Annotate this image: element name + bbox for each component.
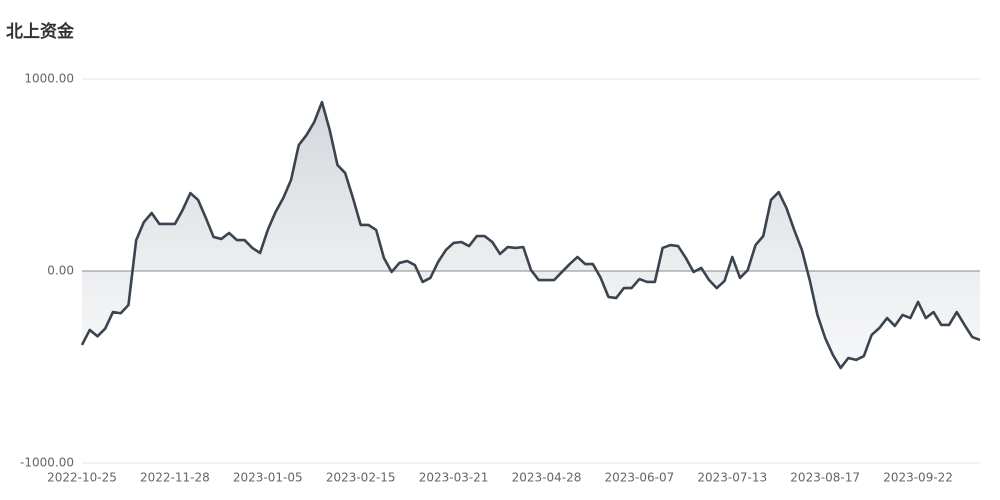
x-tick-label: 2023-06-07 <box>605 471 675 485</box>
x-tick-label: 2023-08-17 <box>790 471 860 485</box>
x-tick-label: 2023-01-05 <box>233 471 303 485</box>
x-tick-label: 2023-03-21 <box>419 471 489 485</box>
x-tick-label: 2023-09-22 <box>883 471 953 485</box>
area <box>82 102 980 368</box>
x-tick-label: 2023-02-15 <box>326 471 396 485</box>
x-tick-label: 2023-07-13 <box>697 471 767 485</box>
line <box>80 100 981 370</box>
chart-title: 北上资金 <box>6 21 75 42</box>
y-tick-label: 1000.00 <box>24 72 74 86</box>
y-tick-label: 0.00 <box>47 264 74 278</box>
y-tick-label: -1000.00 <box>20 456 74 470</box>
x-tick-label: 2023-04-28 <box>512 471 582 485</box>
x-tick-label: 2022-11-28 <box>140 471 210 485</box>
x-tick-label: 2022-10-25 <box>47 471 117 485</box>
